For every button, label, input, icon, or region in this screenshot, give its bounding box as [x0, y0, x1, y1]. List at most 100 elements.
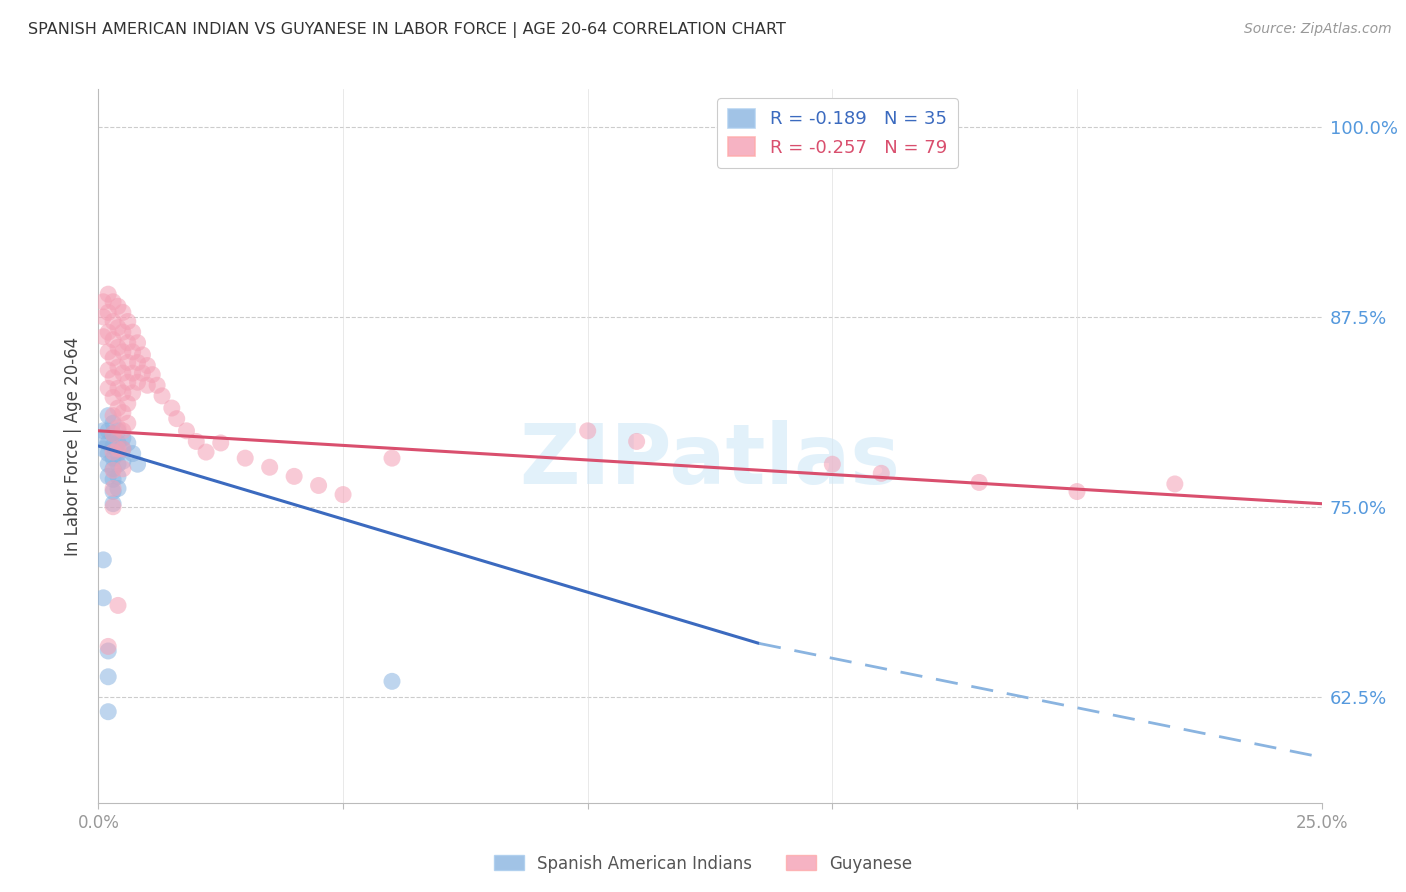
- Point: [121, 385, 143, 400]
- Point: [127, 457, 149, 471]
- Point: [821, 457, 844, 471]
- Point: [107, 381, 129, 395]
- Point: [97, 409, 120, 423]
- Point: [141, 368, 163, 382]
- Point: [127, 376, 149, 390]
- Point: [97, 381, 120, 395]
- Point: [1066, 484, 1088, 499]
- Point: [97, 436, 120, 450]
- Point: [111, 442, 134, 456]
- Point: [91, 329, 114, 343]
- Point: [101, 482, 124, 496]
- Point: [97, 644, 120, 658]
- Point: [233, 451, 256, 466]
- Point: [111, 462, 134, 476]
- Point: [107, 359, 129, 374]
- Point: [107, 424, 129, 438]
- Point: [117, 436, 139, 450]
- Point: [91, 431, 114, 445]
- Point: [101, 484, 124, 499]
- Point: [101, 451, 124, 466]
- Point: [127, 355, 149, 369]
- Point: [111, 385, 134, 400]
- Point: [97, 344, 120, 359]
- Point: [381, 674, 404, 689]
- Point: [101, 314, 124, 328]
- Y-axis label: In Labor Force | Age 20-64: In Labor Force | Age 20-64: [65, 336, 83, 556]
- Point: [576, 424, 599, 438]
- Point: [121, 447, 143, 461]
- Point: [870, 467, 893, 481]
- Point: [111, 442, 134, 456]
- Point: [101, 391, 124, 405]
- Point: [91, 310, 114, 324]
- Point: [308, 478, 330, 492]
- Point: [91, 424, 114, 438]
- Point: [121, 325, 143, 339]
- Point: [131, 348, 153, 362]
- Point: [111, 406, 134, 420]
- Point: [97, 640, 120, 654]
- Point: [195, 445, 218, 459]
- Point: [626, 434, 648, 449]
- Point: [97, 457, 120, 471]
- Point: [107, 457, 129, 471]
- Point: [101, 500, 124, 514]
- Point: [107, 599, 129, 613]
- Point: [111, 366, 134, 380]
- Point: [101, 462, 124, 476]
- Point: [97, 447, 120, 461]
- Point: [101, 445, 124, 459]
- Point: [111, 305, 134, 319]
- Text: Source: ZipAtlas.com: Source: ZipAtlas.com: [1244, 22, 1392, 37]
- Point: [101, 426, 124, 441]
- Point: [332, 487, 354, 501]
- Point: [107, 482, 129, 496]
- Legend: R = -0.189   N = 35, R = -0.257   N = 79: R = -0.189 N = 35, R = -0.257 N = 79: [717, 98, 957, 168]
- Point: [131, 366, 153, 380]
- Point: [97, 469, 120, 483]
- Point: [97, 705, 120, 719]
- Point: [97, 670, 120, 684]
- Point: [107, 469, 129, 483]
- Point: [121, 344, 143, 359]
- Point: [150, 389, 173, 403]
- Point: [101, 370, 124, 384]
- Text: SPANISH AMERICAN INDIAN VS GUYANESE IN LABOR FORCE | AGE 20-64 CORRELATION CHART: SPANISH AMERICAN INDIAN VS GUYANESE IN L…: [28, 22, 786, 38]
- Point: [101, 409, 124, 423]
- Point: [209, 436, 232, 450]
- Point: [107, 320, 129, 334]
- Point: [101, 472, 124, 486]
- Point: [111, 344, 134, 359]
- Point: [117, 376, 139, 390]
- Point: [101, 439, 124, 453]
- Point: [117, 355, 139, 369]
- Point: [97, 325, 120, 339]
- Point: [101, 294, 124, 309]
- Point: [91, 294, 114, 309]
- Point: [107, 299, 129, 313]
- Point: [107, 447, 129, 461]
- Text: ZIPatlas: ZIPatlas: [520, 420, 900, 500]
- Point: [186, 434, 208, 449]
- Point: [107, 442, 129, 456]
- Point: [111, 431, 134, 445]
- Point: [117, 416, 139, 430]
- Point: [91, 591, 114, 605]
- Point: [381, 451, 404, 466]
- Point: [107, 401, 129, 415]
- Point: [146, 378, 169, 392]
- Point: [1164, 477, 1187, 491]
- Point: [91, 442, 114, 456]
- Point: [101, 426, 124, 441]
- Point: [121, 366, 143, 380]
- Point: [107, 340, 129, 354]
- Point: [101, 497, 124, 511]
- Point: [136, 359, 159, 373]
- Point: [111, 454, 134, 468]
- Point: [101, 351, 124, 365]
- Point: [117, 396, 139, 410]
- Point: [967, 475, 990, 490]
- Point: [97, 363, 120, 377]
- Point: [97, 305, 120, 319]
